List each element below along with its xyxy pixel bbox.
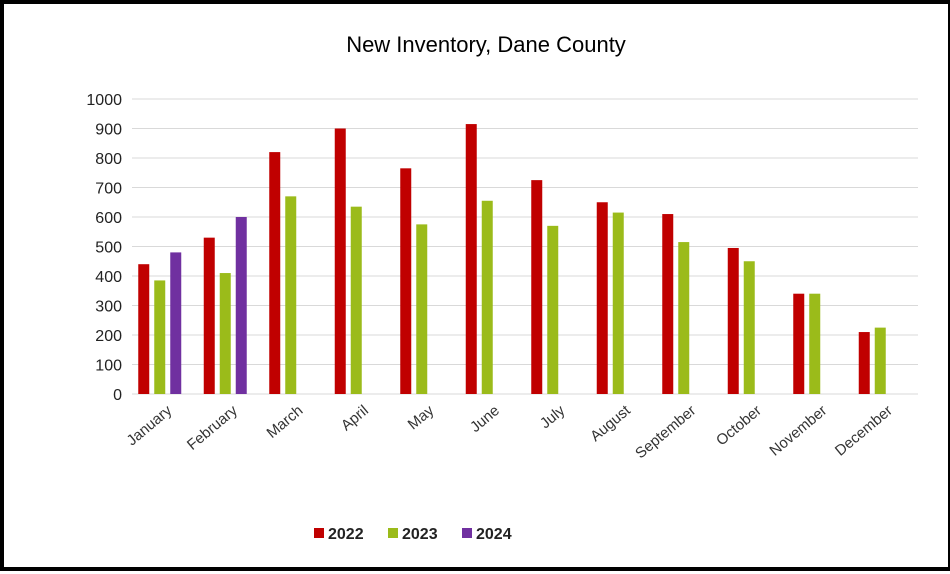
bar-2022-june <box>465 124 477 394</box>
x-tick-label: June <box>467 402 503 436</box>
x-tick-label: September <box>632 402 699 462</box>
bar-2022-july <box>531 180 543 394</box>
bar-2023-december <box>874 327 886 394</box>
chart-title: New Inventory, Dane County <box>346 32 626 57</box>
legend: 2022 2023 2024 <box>314 526 512 543</box>
bar-2022-january <box>138 264 150 394</box>
bar-2022-november <box>793 293 805 394</box>
bar-2023-march <box>285 196 297 394</box>
legend-swatch-2023 <box>388 528 398 538</box>
bar-2023-october <box>743 261 755 394</box>
x-tick-label: March <box>263 402 306 442</box>
y-tick-label: 100 <box>95 358 122 375</box>
bar-2023-may <box>416 224 428 394</box>
bar-2022-december <box>858 332 870 394</box>
x-tick-label: December <box>832 402 896 460</box>
y-tick-label: 0 <box>113 387 122 404</box>
x-axis-ticks: January February March April May June July Augu… <box>124 402 896 463</box>
y-tick-label: 200 <box>95 328 122 345</box>
legend-label-2022: 2022 <box>328 526 364 543</box>
bar-chart: New Inventory, Dane County 0 100 200 300 400… <box>86 32 918 543</box>
y-tick-label: 1000 <box>86 92 122 109</box>
y-tick-label: 400 <box>95 269 122 286</box>
legend-swatch-2022 <box>314 528 324 538</box>
x-tick-label: November <box>766 402 830 460</box>
x-tick-label: July <box>537 402 569 432</box>
bar-2024-february <box>235 217 247 394</box>
bar-2022-may <box>400 168 412 394</box>
bar-2022-october <box>727 247 739 394</box>
bar-2023-april <box>350 206 362 394</box>
bars <box>138 124 886 394</box>
x-tick-label: January <box>124 402 176 450</box>
legend-label-2024: 2024 <box>476 526 512 543</box>
bar-2023-november <box>809 293 821 394</box>
bar-2022-april <box>334 128 346 394</box>
bar-2023-july <box>547 225 559 394</box>
x-tick-label: May <box>405 402 438 434</box>
legend-swatch-2024 <box>462 528 472 538</box>
x-tick-label: February <box>184 402 241 454</box>
y-tick-label: 800 <box>95 151 122 168</box>
bar-2023-august <box>612 212 624 394</box>
y-tick-label: 600 <box>95 210 122 227</box>
y-tick-label: 500 <box>95 240 122 257</box>
x-tick-label: April <box>338 402 372 434</box>
bar-2022-february <box>203 237 215 394</box>
y-tick-label: 700 <box>95 181 122 198</box>
x-tick-label: August <box>587 402 634 446</box>
bar-2023-february <box>219 273 231 394</box>
y-tick-label: 300 <box>95 299 122 316</box>
bar-2023-june <box>481 200 493 394</box>
bar-2024-january <box>170 252 182 394</box>
bar-2022-march <box>269 152 281 394</box>
bar-2023-september <box>678 242 690 394</box>
bar-2022-september <box>662 214 674 394</box>
y-axis-ticks: 0 100 200 300 400 500 600 700 800 900 1000 <box>86 92 122 404</box>
y-tick-label: 900 <box>95 122 122 139</box>
bar-2022-august <box>596 202 608 394</box>
x-tick-label: October <box>713 402 765 449</box>
gridlines <box>132 98 918 395</box>
bar-2023-january <box>154 280 166 394</box>
legend-label-2023: 2023 <box>402 526 438 543</box>
